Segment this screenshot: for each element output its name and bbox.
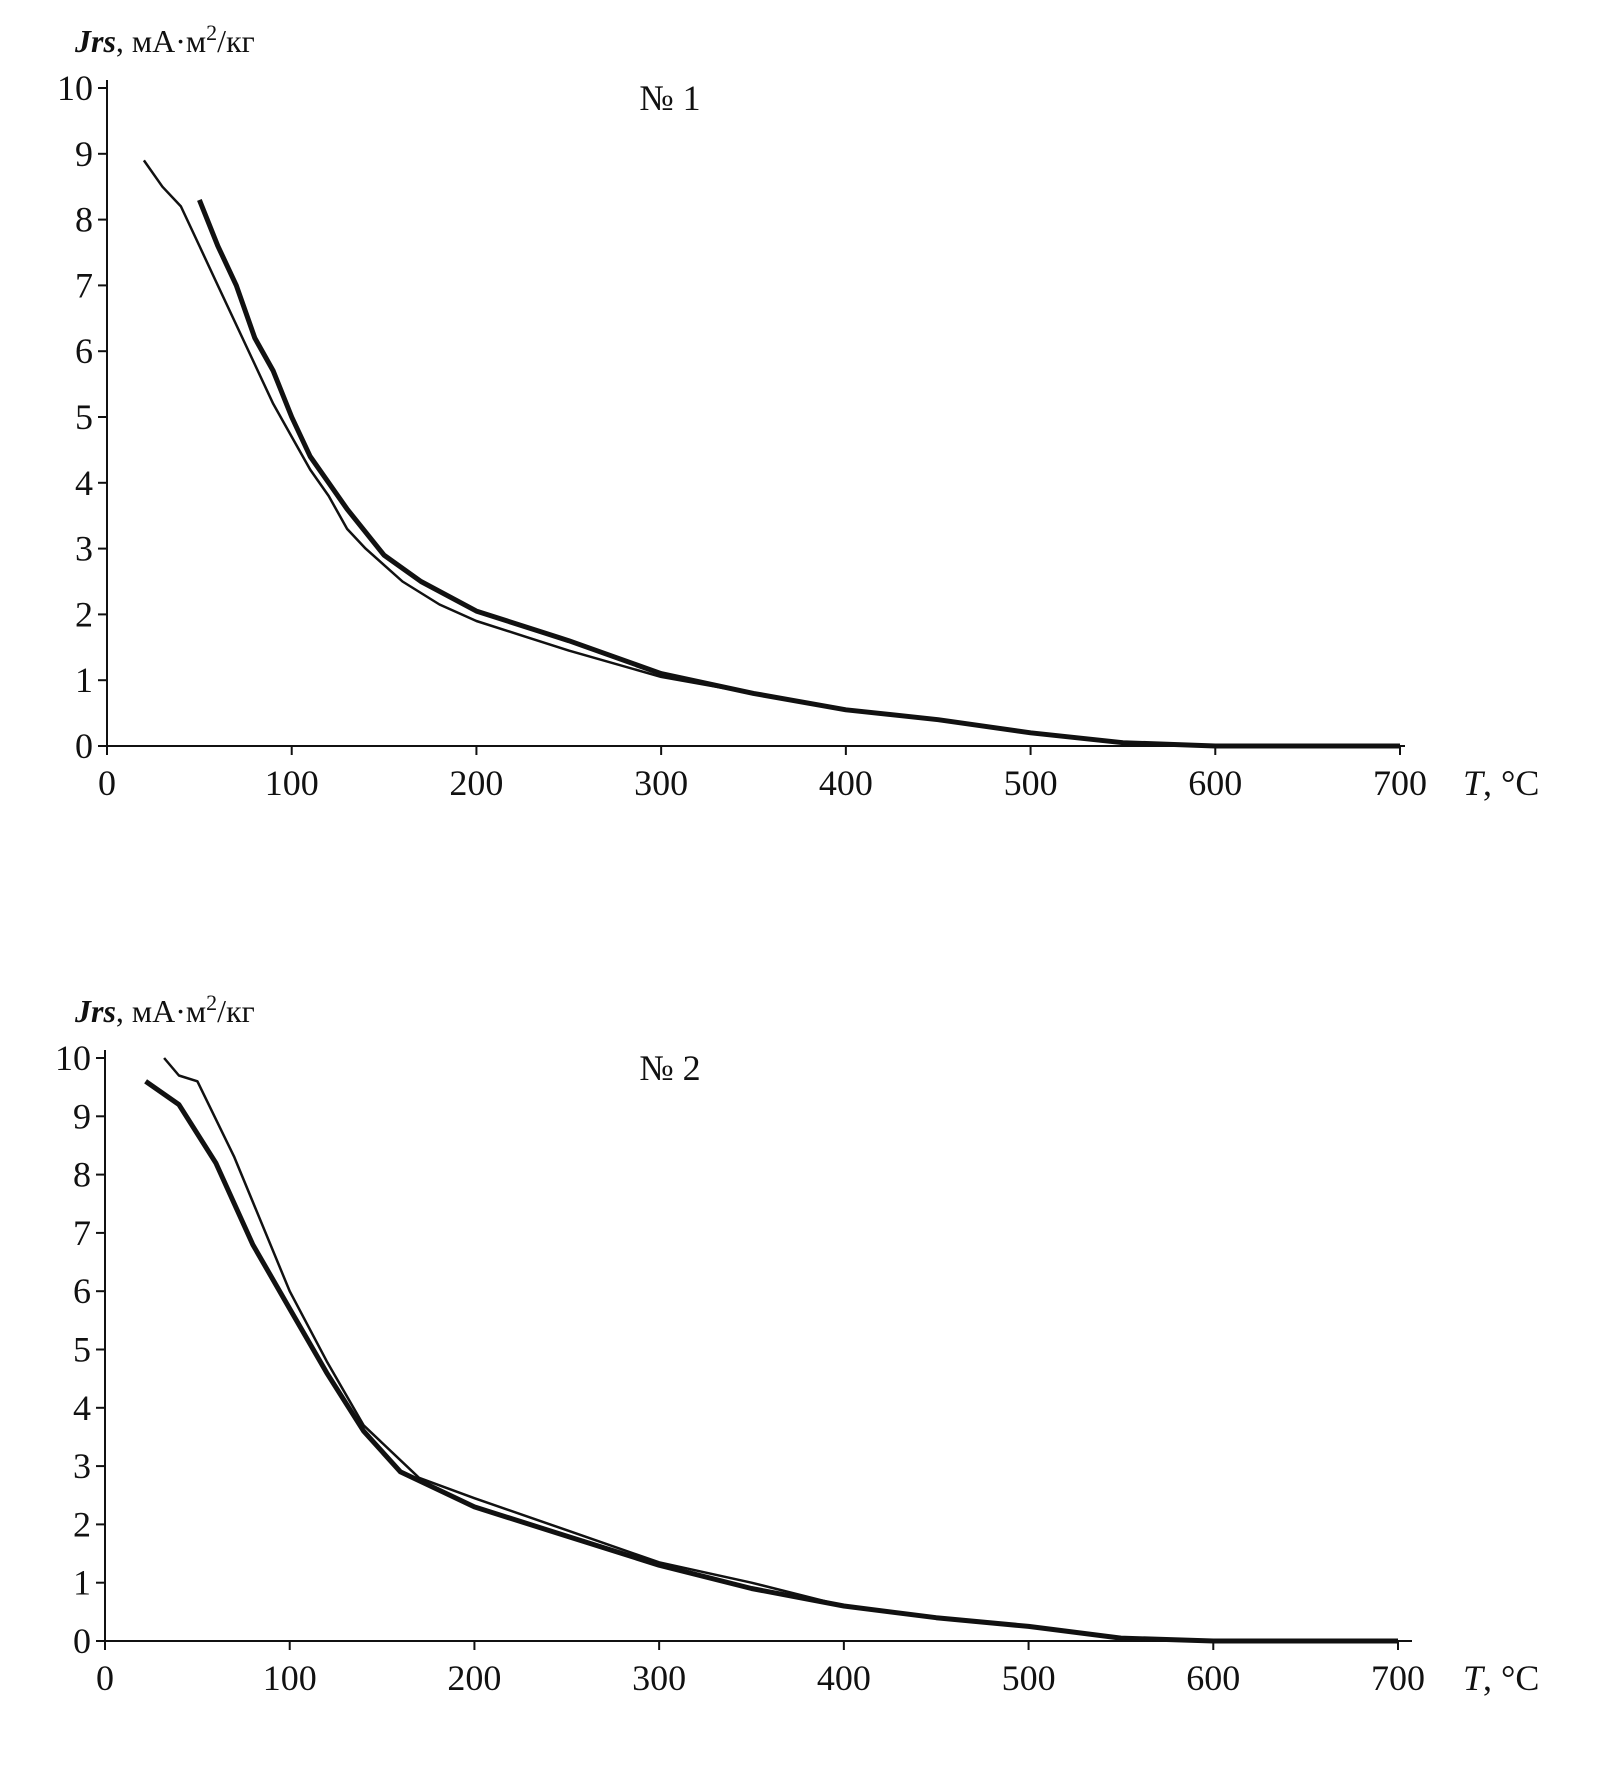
x-axis-label: T, °C [1463,763,1539,803]
x-axis-symbol: T [1463,1658,1486,1698]
y-tick-label: 2 [73,1504,91,1544]
y-tick-label: 9 [73,1096,91,1136]
x-tick-label: 500 [1002,1658,1056,1698]
x-tick-label: 100 [263,1658,317,1698]
y-tick-label: 7 [75,265,93,305]
x-tick-label: 0 [98,763,116,803]
x-tick-label: 400 [819,763,873,803]
y-tick-label: 0 [73,1621,91,1661]
y-axis-label: Jrs, мА·м2/кг [74,20,255,59]
x-tick-label: 500 [1004,763,1058,803]
y-tick-label: 5 [75,397,93,437]
y-tick-label: 3 [75,529,93,569]
y-tick-label: 1 [73,1563,91,1603]
y-tick-label: 10 [57,68,93,108]
y-tick-label: 8 [73,1155,91,1195]
x-tick-label: 700 [1373,763,1427,803]
x-tick-label: 600 [1186,1658,1240,1698]
x-tick-label: 700 [1371,1658,1425,1698]
y-tick-label: 4 [73,1388,91,1428]
y-axis-symbol: Jrs [74,993,116,1029]
x-tick-label: 0 [96,1658,114,1698]
y-axis-units-sup: 2 [206,20,217,45]
y-tick-label: 3 [73,1446,91,1486]
chart-title: № 2 [639,1048,700,1088]
y-tick-label: 7 [73,1213,91,1253]
y-tick-label: 10 [55,1038,91,1078]
y-tick-label: 6 [75,331,93,371]
y-tick-label: 2 [75,594,93,634]
y-tick-label: 0 [75,726,93,766]
series-thick [144,1079,1398,1644]
y-axis-units: , мА·м [116,993,206,1029]
x-tick-label: 300 [634,763,688,803]
x-tick-label: 400 [817,1658,871,1698]
x-axis-label: T, °C [1463,1658,1539,1698]
chart-title: № 1 [639,78,700,118]
x-tick-label: 300 [632,1658,686,1698]
y-axis-symbol: Jrs [74,23,116,59]
y-tick-label: 8 [75,200,93,240]
series-thin [163,1057,1398,1643]
y-axis-label: Jrs, мА·м2/кг [74,990,255,1029]
x-tick-label: 600 [1188,763,1242,803]
x-axis-symbol: T [1463,763,1486,803]
series-thick [197,198,1400,749]
x-tick-label: 200 [447,1658,501,1698]
y-tick-label: 1 [75,660,93,700]
x-tick-label: 200 [449,763,503,803]
y-tick-label: 6 [73,1271,91,1311]
y-axis-units-tail: /кг [217,993,255,1029]
y-axis-units: , мА·м [116,23,206,59]
x-axis-units: , °C [1483,763,1539,803]
y-axis-units-sup: 2 [206,990,217,1015]
series-thin [142,159,1400,748]
x-tick-label: 100 [265,763,319,803]
y-tick-label: 9 [75,134,93,174]
x-axis-units: , °C [1483,1658,1539,1698]
y-tick-label: 5 [73,1330,91,1370]
y-axis-units-tail: /кг [217,23,255,59]
y-tick-label: 4 [75,463,93,503]
